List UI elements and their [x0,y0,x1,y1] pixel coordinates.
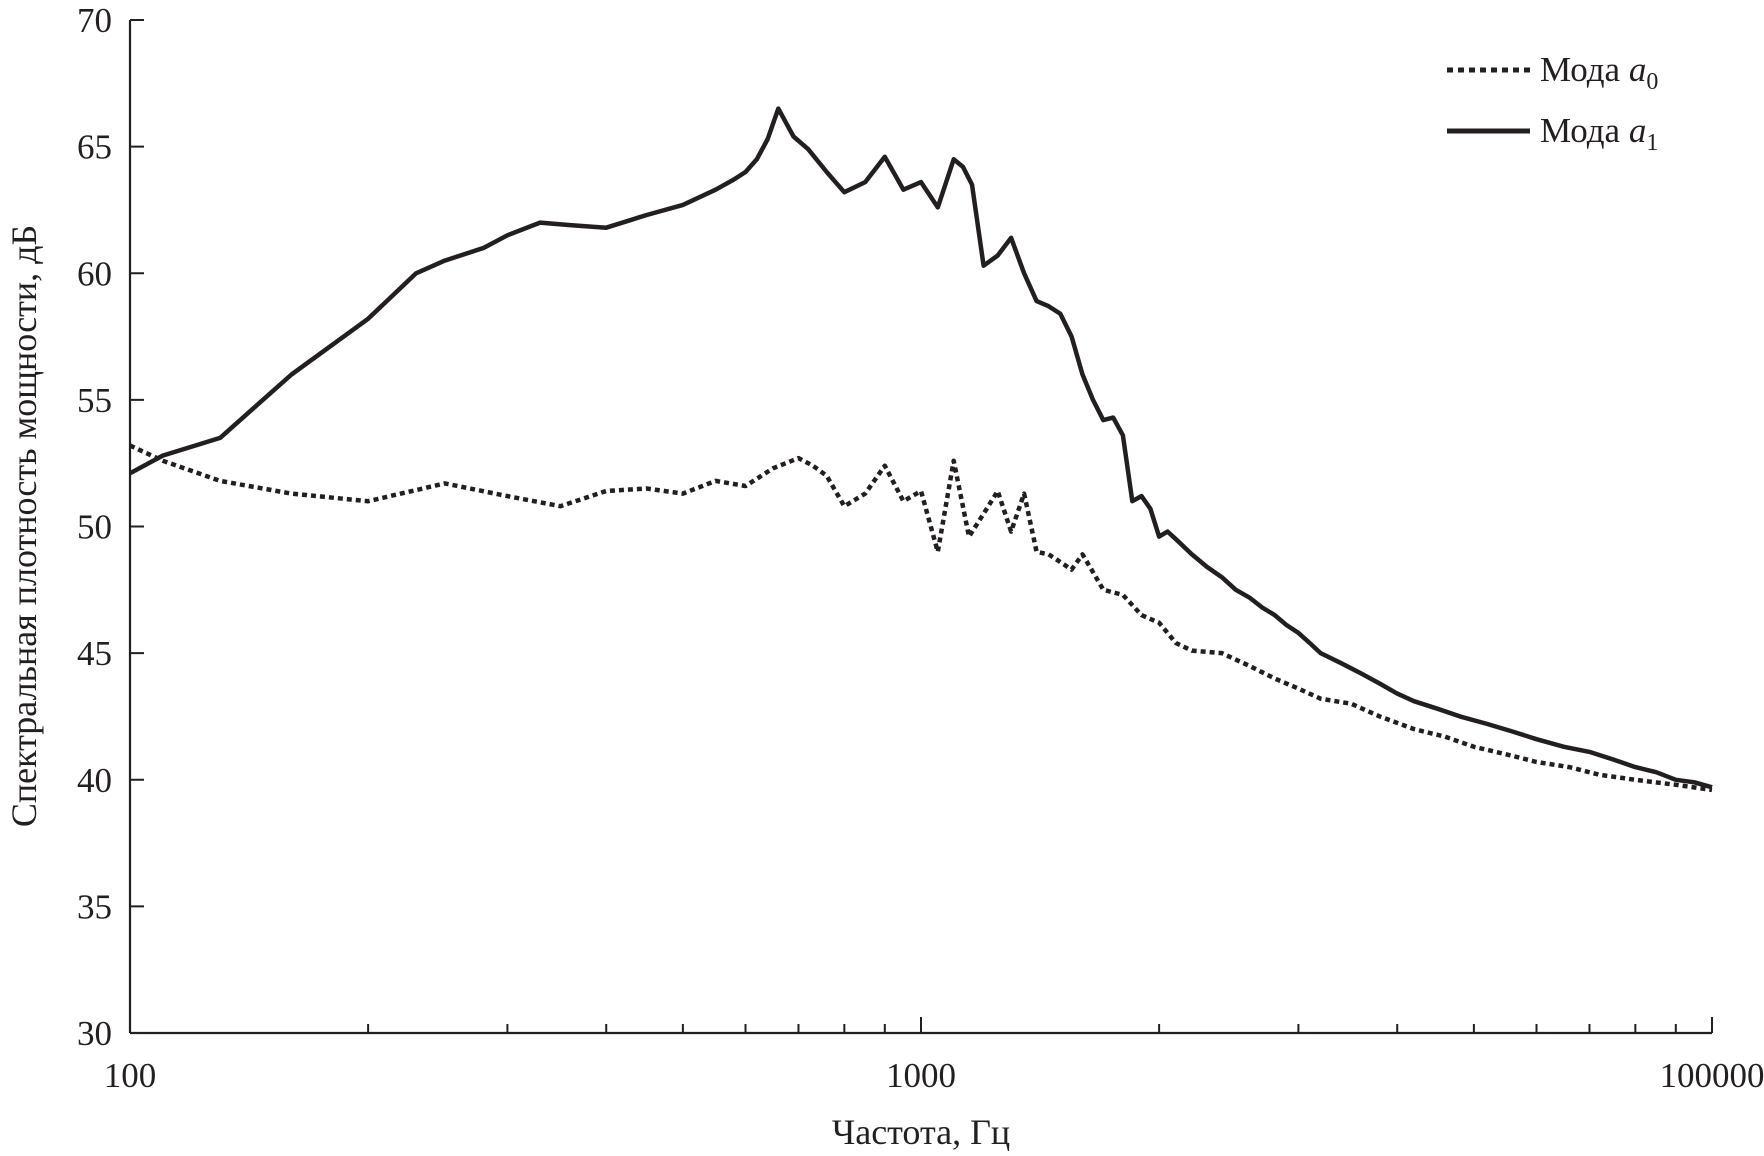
legend-label-a1-subscript: 1 [1646,130,1658,156]
x-tick-label: 100000 [1660,1056,1764,1095]
y-tick-label: 65 [77,128,112,167]
x-axis-title: Частота, Гц [832,1112,1010,1152]
series-layer [128,106,1713,793]
legend-label-a0-base: Мода [1540,50,1629,89]
legend-label-a0-subscript: 0 [1646,69,1658,95]
y-tick-label: 40 [77,761,112,800]
legend-label-a1: Мода a1 [1540,111,1658,156]
y-tick-label: 55 [77,381,112,420]
y-tick-label: 60 [77,254,112,293]
legend: Мода a0 Мода a1 [1447,50,1658,156]
y-tick-label: 30 [77,1014,112,1053]
y-tick-label: 45 [77,634,112,673]
series-line-a1 [128,106,1713,790]
y-tick-label: 50 [77,508,112,547]
series-line-a0 [129,443,1713,793]
y-tick-label: 35 [77,887,112,926]
legend-item-a0: Мода a0 [1447,50,1658,95]
legend-label-a1-symbol: a [1629,111,1647,150]
legend-item-a1: Мода a1 [1447,111,1658,156]
y-axis-title: Спектральная плотность мощности, дБ [4,225,44,827]
legend-label-a0: Мода a0 [1540,50,1658,95]
x-axis-ticks: 100 1000 100000 [104,1017,1764,1095]
legend-label-a1-base: Мода [1540,111,1629,150]
legend-label-a0-symbol: a [1629,50,1647,89]
y-tick-label: 70 [77,1,112,40]
x-tick-label: 1000 [886,1056,956,1095]
x-tick-label: 100 [104,1056,157,1095]
plot-area [128,20,1712,1035]
y-axis-ticks: 30 35 40 45 50 55 60 65 70 [77,1,144,1053]
